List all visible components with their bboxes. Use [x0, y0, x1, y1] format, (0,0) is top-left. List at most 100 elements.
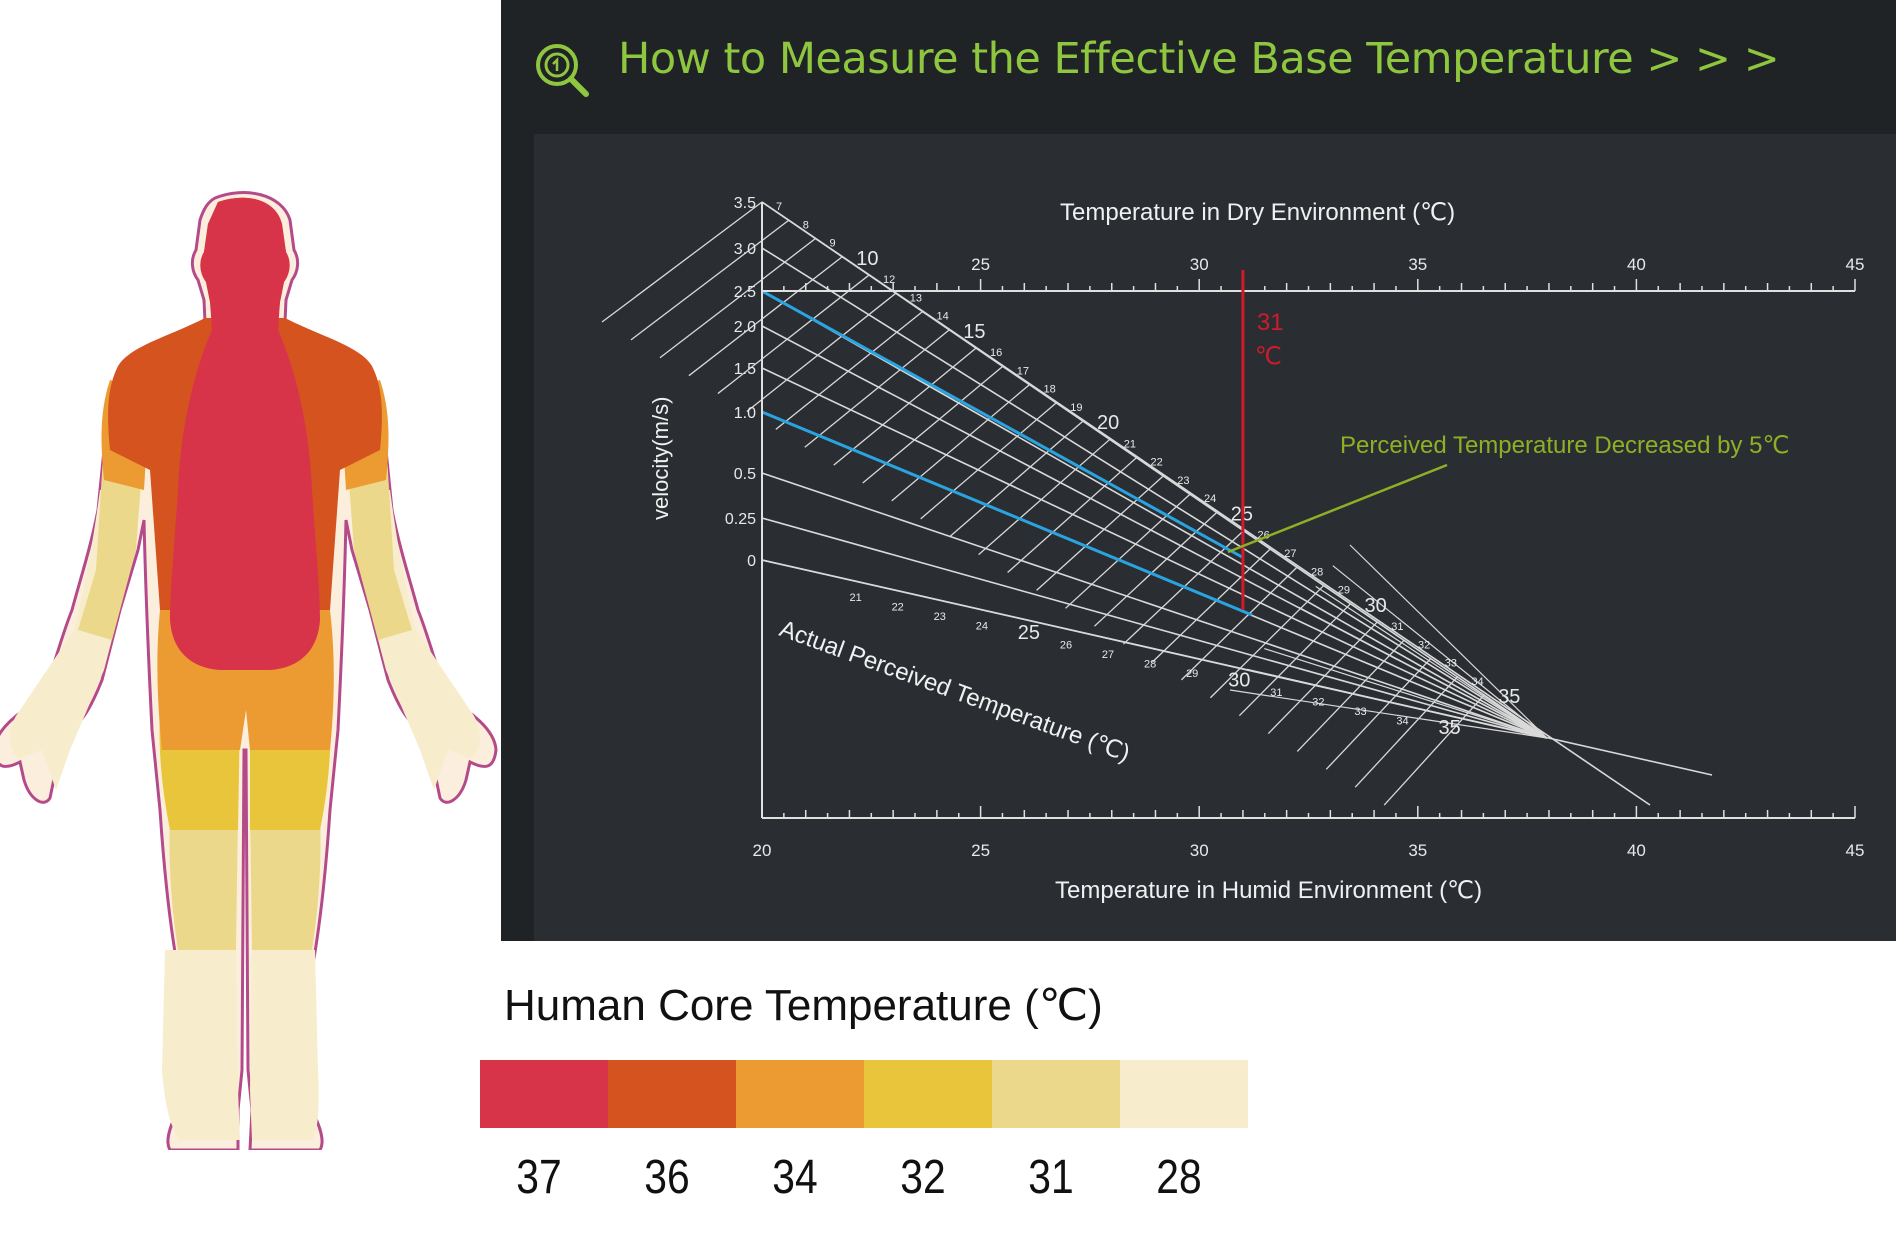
highlight-lines	[761, 289, 1253, 617]
perceived-grid-line	[833, 347, 977, 466]
perceived-upper-label: 13	[910, 292, 922, 304]
perceived-lower-label: 31	[1270, 687, 1282, 699]
perceived-upper-label: 17	[1017, 365, 1029, 377]
perceived-lower-label: 34	[1396, 716, 1408, 728]
top-tick-label: 35	[1408, 255, 1427, 274]
perceived-upper-label: 32	[1418, 639, 1430, 651]
velocity-tick-label: 1.5	[734, 361, 756, 378]
perceived-upper-label: 30	[1364, 595, 1386, 617]
perceived-grid-line	[1007, 457, 1137, 573]
velocity-tick-label: 3.5	[734, 195, 756, 212]
perceived-lower-label: 23	[934, 611, 946, 623]
bottom-tick-label: 20	[753, 841, 772, 860]
bottom-tick-label: 35	[1408, 841, 1427, 860]
legend-title: Human Core Temperature (℃)	[504, 981, 1103, 1030]
perceived-lower-label: 21	[850, 592, 862, 604]
nomogram-chart: 25 30 35 40 45 20 25 30 35 40 45 Temperature in Dry…	[601, 195, 1864, 904]
perceived-lower-label: 29	[1186, 668, 1198, 680]
perceived-grid-line	[1180, 566, 1298, 681]
annotation-text: Perceived Temperature Decreased by 5℃	[1340, 432, 1789, 459]
perceived-upper-label: 14	[936, 311, 948, 323]
labels: 25 30 35 40 45 20 25 30 35 40 45 Temperature in Dry…	[648, 195, 1864, 904]
perceived-grid-line	[1354, 676, 1458, 788]
perceived-lower-label: 27	[1102, 649, 1114, 661]
legend-swatch-28	[1120, 1060, 1248, 1128]
legend-label: 32	[900, 1151, 946, 1204]
lower-diagonal	[761, 559, 1713, 776]
perceived-upper-label: 21	[1124, 438, 1136, 450]
perceived-grid-line	[891, 384, 1030, 502]
velocity-grid-line	[761, 290, 1548, 739]
velocity-tick-label: 2.0	[734, 319, 756, 336]
legend-swatch-31	[992, 1060, 1120, 1128]
perceived-grid-line	[920, 402, 1057, 520]
highlight-line-1-0	[761, 410, 1253, 617]
perceived-upper-label: 9	[829, 238, 835, 250]
legend-label: 34	[772, 1151, 818, 1204]
reading-marker-unit: ℃	[1255, 343, 1282, 370]
perceived-grid-line	[630, 219, 790, 341]
perceived-grid-line	[1296, 639, 1405, 752]
legend-swatch-32	[864, 1060, 992, 1128]
legend-label: 36	[644, 1151, 690, 1204]
velocity-tick-label: 3.0	[734, 241, 756, 258]
legend-label: 31	[1028, 1151, 1074, 1204]
fan-line	[1349, 544, 1548, 739]
perceived-upper-label: 16	[990, 347, 1002, 359]
annotation-leader	[1227, 463, 1448, 554]
fan-line	[1281, 627, 1548, 739]
perceived-grid-line	[1094, 512, 1218, 627]
perceived-upper-label: 12	[883, 274, 895, 286]
perceived-axis-title: Actual Perceived Temperature (℃)	[776, 615, 1134, 767]
perceived-lower-label: 24	[976, 620, 988, 632]
perceived-upper-label: 23	[1177, 475, 1189, 487]
perceived-grid-line	[1209, 585, 1325, 699]
upper-diagonal	[761, 201, 1651, 806]
perceived-upper-label: 10	[856, 248, 878, 270]
perceived-lower-label: 25	[1018, 622, 1040, 644]
bottom-tick-label: 30	[1190, 841, 1209, 860]
velocity-grid-line	[761, 472, 1548, 739]
perceived-upper-label: 8	[803, 219, 809, 231]
perceived-upper-label: 15	[963, 321, 985, 343]
legend-label: 28	[1156, 1151, 1202, 1204]
bottom-tick-label: 25	[971, 841, 990, 860]
perceived-upper-label: 7	[776, 201, 782, 213]
top-tick-label: 30	[1190, 255, 1209, 274]
perceived-lower-label: 22	[892, 601, 904, 613]
perceived-upper-label: 33	[1445, 658, 1457, 670]
legend-swatch-36	[608, 1060, 736, 1128]
perceived-grid-line	[717, 274, 870, 395]
velocity-tick-label: 1.0	[734, 405, 756, 422]
human-body-figure	[0, 191, 498, 1150]
reading-marker-value: 31	[1257, 309, 1284, 336]
velocity-grid-line	[761, 247, 1548, 739]
perceived-grid-line	[1325, 658, 1432, 770]
perceived-lower-label: 35	[1439, 717, 1461, 739]
fan-line	[1229, 689, 1548, 739]
perceived-upper-label: 29	[1338, 585, 1350, 597]
perceived-grid-line	[1238, 603, 1351, 717]
perceived-grid-line	[1267, 621, 1378, 735]
legend-label: 37	[516, 1151, 562, 1204]
magnifier-icon	[536, 44, 589, 97]
panel-title: How to Measure the Effective Base Temper…	[618, 34, 1780, 84]
perceived-upper-label: 34	[1471, 676, 1483, 688]
velocity-tick-label: 2.5	[734, 284, 756, 301]
perceived-upper-label: 20	[1097, 412, 1119, 434]
velocity-grid-line	[761, 517, 1548, 739]
head	[200, 197, 290, 330]
fan-line	[1332, 565, 1548, 739]
perceived-lower-label: 28	[1144, 658, 1156, 670]
perceived-grid-line	[746, 292, 897, 412]
fan-line	[1247, 668, 1548, 739]
perceived-grid-line	[1151, 548, 1271, 663]
top-tick-label: 25	[971, 255, 990, 274]
perceived-grid-line	[1036, 475, 1164, 591]
perceived-grid-line	[1065, 493, 1191, 609]
perceived-upper-label: 22	[1150, 457, 1162, 469]
perceived-grid-line	[978, 438, 1111, 556]
bottom-tick-label: 45	[1846, 841, 1865, 860]
highlight-line-2-5	[761, 289, 1243, 559]
fan-line	[1264, 647, 1548, 739]
